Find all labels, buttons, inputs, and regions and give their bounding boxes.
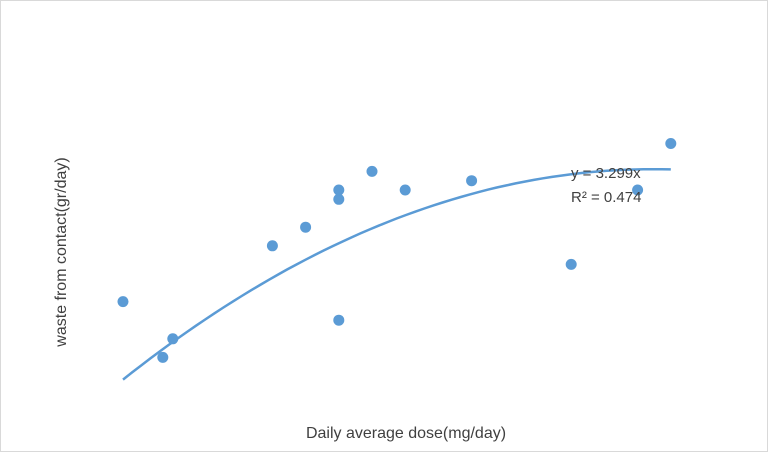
data-point-1 — [117, 296, 129, 308]
data-point-14 — [665, 138, 677, 149]
data-point-7 — [333, 193, 345, 205]
data-point-13 — [632, 184, 644, 196]
data-point-5 — [300, 221, 312, 233]
data-point-11 — [466, 175, 478, 187]
trendline — [122, 167, 671, 381]
data-point-4 — [266, 240, 278, 252]
data-point-10 — [399, 184, 411, 196]
trendline-equation: y = 3.299x — [571, 165, 641, 182]
data-point-9 — [366, 165, 378, 177]
y-axis-title: waste from contact(gr/day) — [53, 157, 70, 347]
data-point-8 — [333, 184, 345, 196]
data-points — [117, 138, 677, 363]
x-axis-title: Daily average dose(mg/day) — [306, 425, 506, 442]
plot-area — [117, 138, 677, 381]
data-point-3 — [167, 333, 179, 345]
trendline-r-squared: R² = 0.474 — [571, 189, 641, 206]
data-point-2 — [157, 351, 169, 363]
data-point-6 — [333, 314, 345, 326]
data-point-12 — [565, 258, 577, 270]
